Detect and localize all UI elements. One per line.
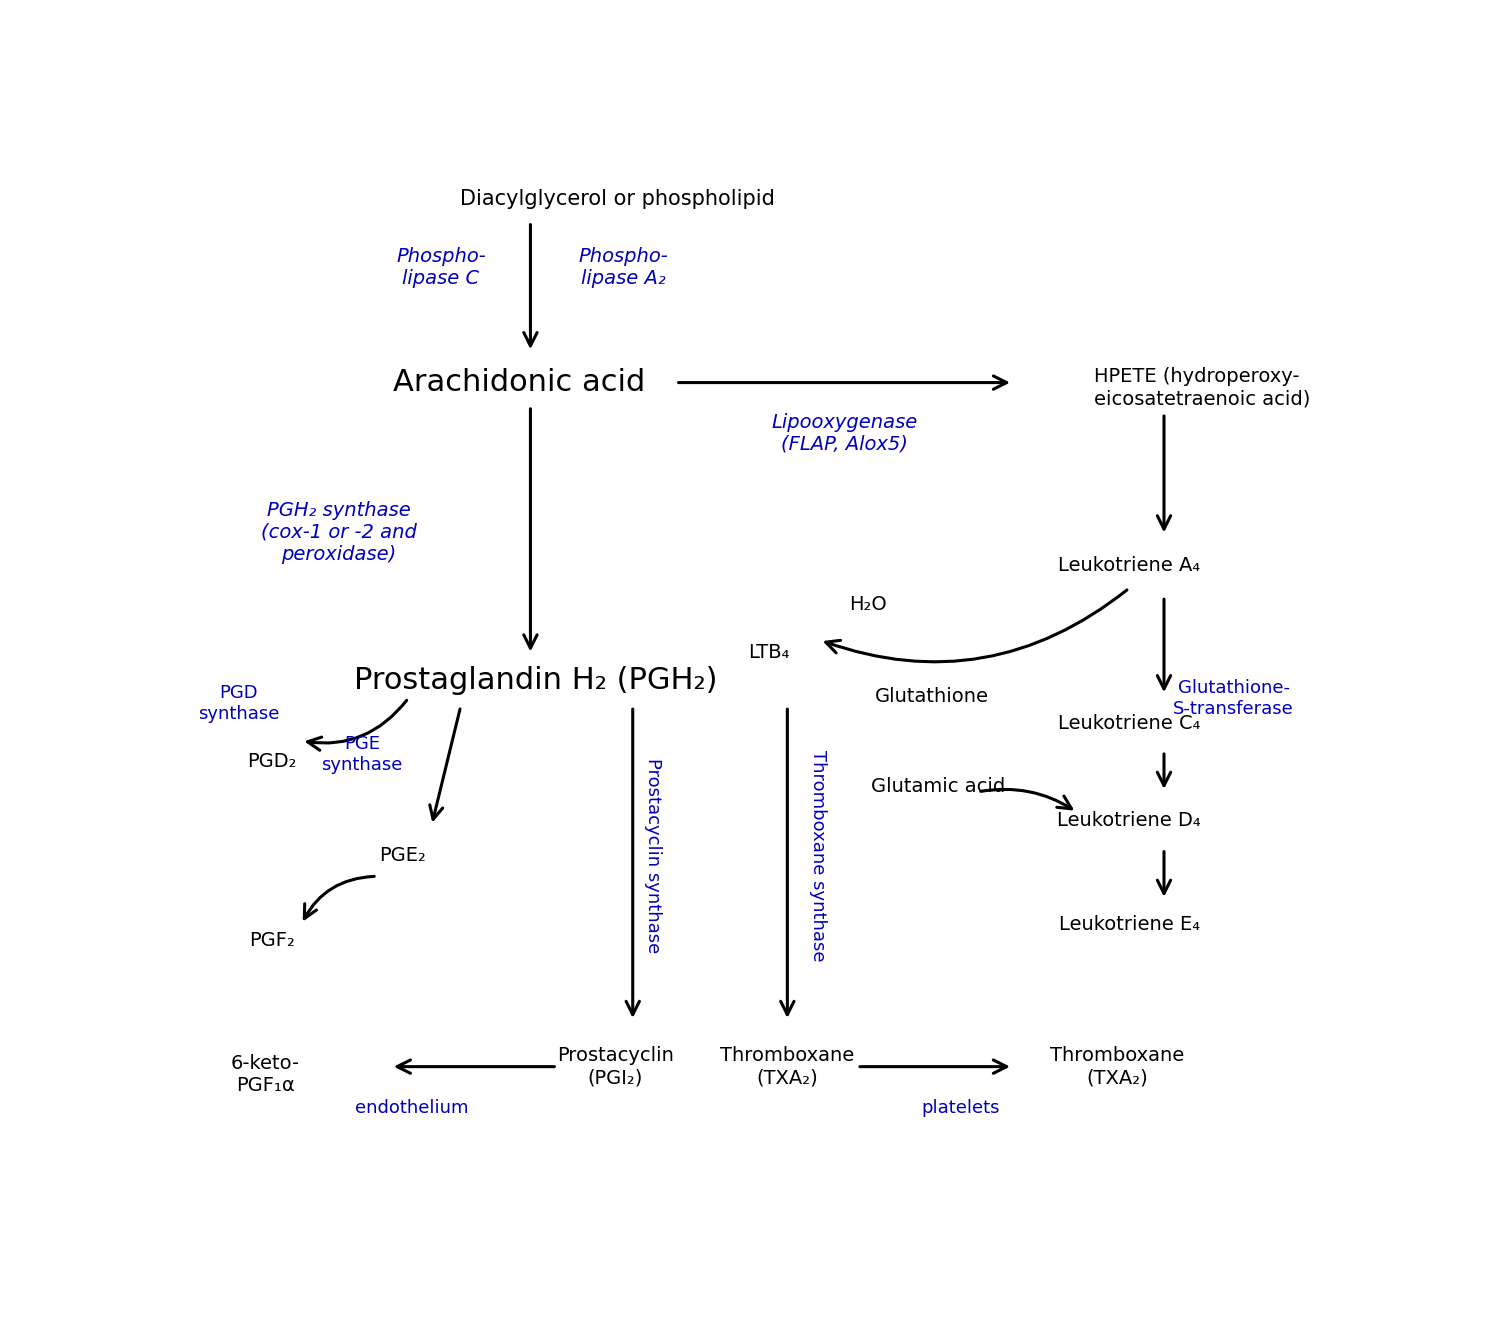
Text: Thromboxane
(TXA₂): Thromboxane (TXA₂) (1050, 1046, 1185, 1087)
Text: H₂O: H₂O (849, 595, 886, 613)
Text: Thromboxane synthase: Thromboxane synthase (808, 750, 826, 961)
Text: PGH₂ synthase
(cox-1 or -2 and
peroxidase): PGH₂ synthase (cox-1 or -2 and peroxidas… (261, 501, 417, 563)
Text: Arachidonic acid: Arachidonic acid (393, 368, 645, 397)
Text: PGF₂: PGF₂ (249, 931, 296, 951)
Text: PGE
synthase: PGE synthase (321, 735, 402, 773)
Text: Prostaglandin H₂ (PGH₂): Prostaglandin H₂ (PGH₂) (354, 666, 718, 695)
Text: PGE₂: PGE₂ (380, 846, 426, 866)
Text: PGD₂: PGD₂ (248, 752, 297, 771)
Text: Leukotriene D₄: Leukotriene D₄ (1058, 810, 1202, 830)
Text: HPETE (hydroperoxy-
eicosatetraenoic acid): HPETE (hydroperoxy- eicosatetraenoic aci… (1094, 368, 1311, 408)
Text: Glutathione: Glutathione (874, 686, 989, 706)
Text: Phospho-
lipase C: Phospho- lipase C (396, 247, 486, 288)
Text: Glutamic acid: Glutamic acid (871, 777, 1005, 796)
Text: PGD
synthase: PGD synthase (198, 683, 279, 723)
Text: LTB₄: LTB₄ (748, 642, 789, 662)
Text: Thromboxane
(TXA₂): Thromboxane (TXA₂) (720, 1046, 855, 1087)
Text: Prostacyclin
(PGI₂): Prostacyclin (PGI₂) (556, 1046, 674, 1087)
Text: Glutathione-
S-transferase: Glutathione- S-transferase (1173, 678, 1294, 718)
Text: 6-keto-
PGF₁α: 6-keto- PGF₁α (231, 1054, 300, 1096)
Text: Prostacyclin synthase: Prostacyclin synthase (644, 759, 662, 953)
Text: Phospho-
lipase A₂: Phospho- lipase A₂ (579, 247, 669, 288)
Text: Lipooxygenase
(FLAP, Alox5): Lipooxygenase (FLAP, Alox5) (771, 412, 918, 453)
Text: Diacylglycerol or phospholipid: Diacylglycerol or phospholipid (460, 189, 776, 209)
Text: endothelium: endothelium (356, 1100, 468, 1117)
Text: Leukotriene E₄: Leukotriene E₄ (1059, 915, 1200, 933)
Text: platelets: platelets (921, 1100, 1001, 1117)
Text: Leukotriene A₄: Leukotriene A₄ (1058, 557, 1200, 575)
Text: Leukotriene C₄: Leukotriene C₄ (1058, 714, 1200, 734)
